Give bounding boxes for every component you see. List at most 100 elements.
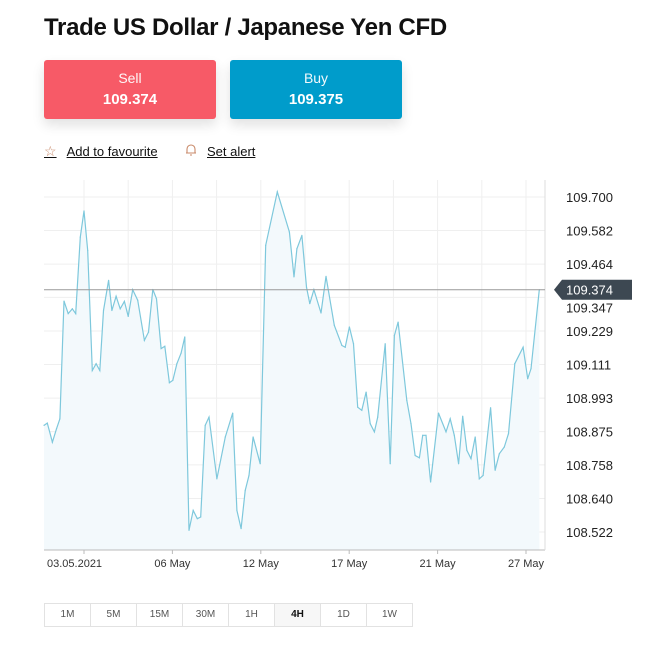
- data-point: [341, 344, 343, 347]
- data-point: [137, 299, 139, 301]
- data-point: [59, 418, 61, 420]
- data-point: [357, 406, 359, 408]
- data-point: [410, 423, 412, 425]
- x-tick-label: 06 May: [154, 558, 191, 570]
- y-tick-label: 109.347: [566, 301, 613, 316]
- timeframe-selector: 1M 5M 15M 30M 1H 4H 1D 1W: [44, 603, 413, 627]
- star-icon: ☆: [44, 143, 57, 159]
- data-point: [71, 308, 73, 310]
- data-point: [95, 363, 97, 365]
- timeframe-15m[interactable]: 15M: [137, 604, 183, 626]
- data-point: [99, 369, 101, 372]
- add-to-favourite-link[interactable]: ☆ Add to favourite: [44, 143, 158, 160]
- data-point: [503, 446, 505, 448]
- data-point: [373, 431, 375, 433]
- data-point: [224, 436, 226, 438]
- data-point: [457, 463, 460, 465]
- data-point: [445, 431, 447, 433]
- data-point: [46, 422, 48, 424]
- data-point: [188, 529, 190, 531]
- data-point: [425, 434, 427, 436]
- data-point: [176, 363, 178, 365]
- data-point: [466, 449, 468, 452]
- data-point: [160, 347, 162, 350]
- buy-button[interactable]: Buy 109.375: [230, 60, 402, 119]
- data-point: [384, 343, 386, 345]
- data-point: [115, 295, 117, 297]
- timeframe-1w[interactable]: 1W: [382, 609, 397, 620]
- data-point: [530, 368, 532, 370]
- current-price-label: 109.374: [566, 283, 613, 298]
- buy-label: Buy: [303, 70, 329, 86]
- data-point: [507, 433, 510, 435]
- sell-price: 109.374: [102, 91, 158, 108]
- data-point: [180, 352, 182, 354]
- y-tick-label: 109.582: [566, 224, 613, 239]
- x-tick-label: 17 May: [331, 558, 368, 570]
- data-point: [397, 321, 399, 323]
- data-point: [522, 346, 524, 348]
- data-point: [389, 463, 391, 465]
- data-point: [240, 528, 242, 530]
- data-point: [514, 363, 516, 365]
- y-tick-label: 109.111: [566, 358, 611, 373]
- data-point: [111, 309, 113, 312]
- data-point: [344, 346, 346, 348]
- data-point: [414, 454, 416, 457]
- timeframe-30m[interactable]: 30M: [183, 604, 229, 626]
- data-point: [430, 481, 432, 483]
- data-point: [236, 509, 238, 512]
- data-point: [102, 309, 105, 312]
- timeframe-1h[interactable]: 1H: [229, 604, 275, 626]
- data-point: [192, 509, 194, 512]
- data-point: [478, 478, 480, 480]
- data-point: [333, 324, 335, 326]
- data-point: [288, 231, 290, 233]
- data-point: [244, 489, 246, 492]
- data-point: [325, 275, 327, 277]
- data-point: [55, 428, 58, 430]
- data-point: [83, 210, 85, 212]
- timeframe-1d[interactable]: 1D: [321, 604, 367, 626]
- data-point: [361, 409, 363, 411]
- data-point: [147, 331, 150, 333]
- set-alert-link[interactable]: Set alert: [185, 143, 255, 159]
- data-point: [474, 436, 476, 438]
- data-point: [67, 313, 69, 315]
- data-point: [527, 378, 529, 380]
- sell-button[interactable]: Sell 109.374: [44, 60, 216, 119]
- timeframe-4h[interactable]: 4H: [275, 604, 321, 626]
- data-point: [482, 474, 484, 477]
- x-tick-label: 21 May: [420, 558, 457, 570]
- data-point: [164, 345, 166, 347]
- page-title: Trade US Dollar / Japanese Yen CFD: [44, 14, 447, 41]
- data-point: [252, 436, 254, 438]
- price-area: [44, 191, 540, 550]
- data-point: [489, 407, 492, 409]
- data-point: [348, 326, 350, 328]
- data-point: [127, 315, 129, 318]
- data-point: [449, 418, 451, 420]
- data-point: [393, 334, 395, 337]
- data-point: [377, 416, 379, 418]
- x-tick-label: 12 May: [243, 558, 280, 570]
- y-tick-label: 108.875: [566, 425, 613, 440]
- x-tick-label: 03.05.2021: [47, 558, 102, 570]
- timeframe-1m[interactable]: 1M: [45, 604, 91, 626]
- data-point: [87, 249, 89, 252]
- y-tick-label: 108.758: [566, 458, 613, 473]
- x-tick-label: 27 May: [508, 558, 545, 570]
- price-line: [43, 189, 540, 531]
- y-tick-label: 108.522: [566, 525, 613, 540]
- data-point: [208, 416, 210, 418]
- sell-label: Sell: [118, 70, 142, 86]
- data-point: [232, 412, 234, 414]
- set-alert-label: Set alert: [207, 143, 256, 159]
- data-point: [470, 458, 472, 460]
- timeframe-5m[interactable]: 5M: [91, 604, 137, 626]
- data-point: [143, 339, 145, 341]
- data-point: [172, 379, 174, 382]
- y-tick-label: 108.993: [566, 391, 613, 406]
- data-point: [494, 469, 496, 471]
